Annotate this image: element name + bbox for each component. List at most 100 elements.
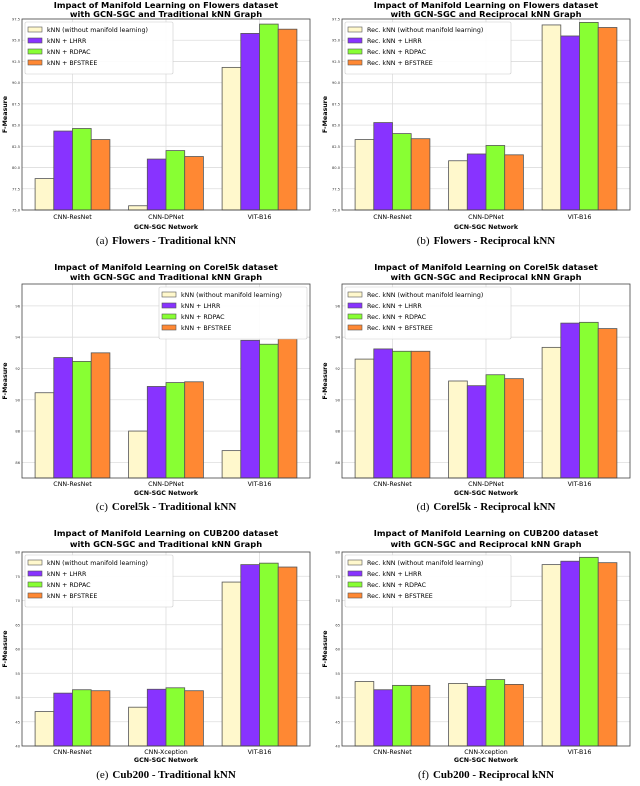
legend-label: kNN (without manifold learning) [47,560,148,567]
bar [128,430,148,479]
legend-label: Rec. kNN + BFSTREE [367,60,433,67]
y-tick-label: 60 [15,648,20,652]
chart-panel: Impact of Manifold Learning on Flowers d… [320,0,640,250]
x-tick-label: CNN-Xception [144,749,188,756]
y-tick-label: 77.5 [12,187,20,191]
bar [240,339,260,479]
bar-chart: Impact of Manifold Learning on Flowers d… [2,0,311,247]
chart-subtitle: with GCN-SGC and Traditional kNN Graph [70,539,262,549]
legend-swatch [347,48,363,55]
bar [53,357,73,479]
caption-text: Corel5k - Traditional kNN [112,501,236,513]
chart-title: Impact of Manifold Learning on Corel5k d… [54,262,278,272]
bar [466,385,487,479]
bar [579,21,599,211]
chart-subtitle: with GCN-SGC and Traditional kNN Graph [70,272,262,282]
y-tick-label: 86 [15,461,20,465]
bar [560,560,580,747]
chart-subtitle: with GCN-SGC and Reciprocal kNN Graph [390,272,581,282]
y-tick-label: 70 [15,599,20,603]
legend-label: Rec. kNN (without manifold learning) [367,27,483,34]
bar [597,328,618,479]
bar [34,178,55,211]
legend-label: Rec. kNN + RDPAC [367,314,427,321]
bar-chart: Impact of Manifold Learning on CUB200 da… [2,528,311,781]
x-tick-label: VIT-B16 [248,214,272,221]
bar [34,392,55,479]
subfigure-caption: (f) Cub200 - Reciprocal kNN [418,769,554,781]
bar [146,386,167,479]
y-tick-label: 80.0 [12,166,21,170]
x-axis-label: GCN-SGC Network [454,224,519,231]
bar [466,685,487,747]
bar [128,205,148,211]
plot-frame [341,283,631,479]
caption-text: Corel5k - Reciprocal kNN [433,501,555,513]
legend-label: Rec. kNN + BFSTREE [367,325,433,332]
bar [354,358,375,479]
bar [410,684,431,747]
x-tick-label: VIT-B16 [568,749,592,756]
legend-label: kNN + LHRR [47,38,87,45]
legend-swatch [347,570,363,577]
subfigure-caption: (c) Corel5k - Traditional kNN [96,501,237,513]
bar [259,562,279,747]
bar [90,139,111,211]
bar [541,346,562,479]
bar [541,24,562,211]
legend-label: kNN (without manifold learning) [181,292,282,299]
legend-swatch [161,302,177,309]
bar [277,338,298,479]
x-axis-label: GCN-SGC Network [454,490,519,497]
x-tick-label: VIT-B16 [568,214,592,221]
legend [158,286,308,340]
chart-subtitle: with GCN-SGC and Reciprocal kNN Graph [390,9,581,19]
y-tick-label: 90.0 [332,81,341,85]
legend-swatch [347,26,363,33]
legend-swatch [347,592,363,599]
y-tick-label: 97.5 [12,18,20,22]
bar [504,154,524,211]
plot-frame [341,18,631,211]
legend-label: Rec. kNN + LHRR [367,38,422,45]
x-axis-label: GCN-SGC Network [134,757,199,764]
legend-swatch [161,313,177,320]
x-tick-label: CNN-ResNet [53,481,92,488]
bar [597,562,618,747]
x-axis-label: GCN-SGC Network [134,224,199,231]
bar [410,350,431,479]
x-tick-label: CNN-ResNet [373,749,412,756]
bar [184,381,204,479]
caption-id: (a) [96,235,109,247]
legend-swatch [27,37,43,44]
bar [128,706,148,747]
caption-id: (b) [417,235,430,247]
y-tick-label: 60 [335,648,340,652]
chart-panel: Impact of Manifold Learning on CUB200 da… [320,520,640,782]
bar [90,690,111,747]
bar [579,556,599,747]
bar [354,681,375,747]
chart-title: Impact of Manifold Learning on Corel5k d… [374,262,598,272]
y-tick-label: 85.0 [332,124,341,128]
legend-swatch [347,313,363,320]
legend-swatch [27,581,43,588]
y-axis-label: F-Measure [2,630,9,667]
y-tick-label: 92.5 [12,60,20,64]
bar [184,690,204,747]
bar [448,160,468,211]
bar [560,322,580,479]
bar-chart: Impact of Manifold Learning on Corel5k d… [322,262,631,513]
y-tick-label: 88 [335,430,340,434]
y-tick-label: 92.5 [332,60,340,64]
y-tick-label: 90 [15,398,20,402]
y-tick-label: 75.0 [12,209,21,213]
legend-swatch [347,59,363,66]
legend-label: Rec. kNN + BFSTREE [367,593,433,600]
plot-frame [21,283,311,479]
y-tick-label: 92 [335,367,340,371]
legend-swatch [347,291,363,298]
legend-swatch [161,291,177,298]
y-tick-label: 77.5 [332,187,340,191]
bar [146,688,167,747]
